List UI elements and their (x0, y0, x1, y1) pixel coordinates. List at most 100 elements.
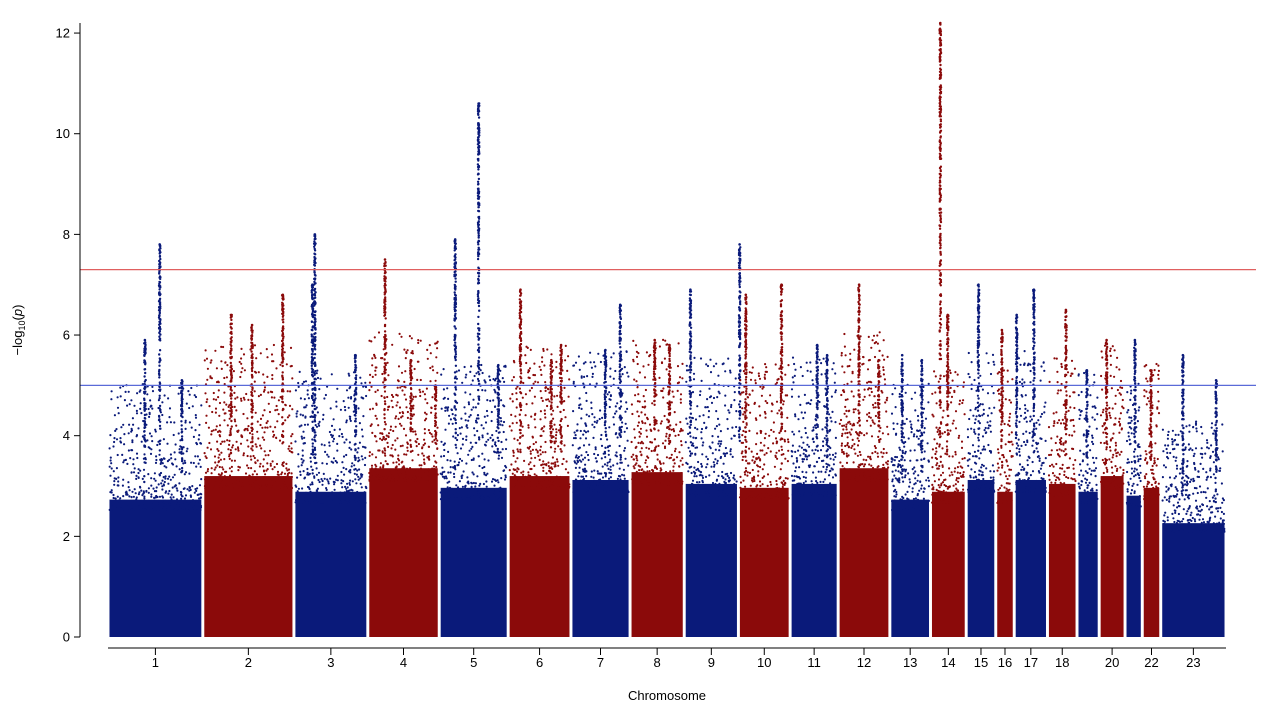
y-axis-title-variable: p (10, 309, 25, 317)
x-tick-label-18: 18 (1055, 655, 1069, 670)
chromosome-13-points (890, 353, 930, 637)
y-axis-title-close: ) (10, 305, 25, 309)
x-tick-label-13: 13 (903, 655, 917, 670)
chromosome-12-points (838, 283, 890, 637)
chromosome-19-points (1077, 369, 1099, 637)
chromosome-8-points (630, 338, 684, 637)
chromosome-14-points (931, 21, 966, 637)
x-tick-label-15: 15 (974, 655, 988, 670)
y-axis: 0 2 4 6 8 10 12 (56, 23, 81, 645)
x-tick-label-14: 14 (941, 655, 955, 670)
chromosome-1-scatter (108, 243, 203, 512)
data-points (108, 21, 1226, 637)
chromosome-2-scatter (203, 293, 294, 490)
chromosome-2-band (204, 476, 293, 637)
x-tick-label-5: 5 (470, 655, 477, 670)
chromosome-15-points (966, 283, 996, 637)
chromosome-4-band (369, 468, 438, 637)
chromosome-11-scatter (790, 343, 837, 497)
chromosome-8-scatter (630, 338, 684, 486)
x-tick-label-12: 12 (857, 655, 871, 670)
chromosome-18-scatter (1047, 308, 1077, 497)
chromosome-6-points (508, 288, 571, 637)
y-axis-title-open: ( (10, 315, 25, 320)
chromosome-2-points (203, 293, 294, 637)
chromosome-16-band (997, 491, 1013, 637)
chromosome-1-band (109, 499, 202, 637)
threshold-lines (80, 269, 1256, 386)
chromosome-11-points (790, 343, 837, 637)
y-tick-label-8: 8 (63, 227, 70, 242)
chromosome-6-scatter (508, 288, 571, 490)
chromosome-8-band (631, 472, 683, 637)
x-tick-label-4: 4 (400, 655, 407, 670)
x-tick-label-6: 6 (536, 655, 543, 670)
chromosome-1-points (108, 243, 203, 637)
chromosome-6-band (509, 476, 570, 637)
x-tick-label-20: 20 (1105, 655, 1119, 670)
chromosome-14-band (931, 491, 965, 637)
chromosome-23-scatter (1161, 353, 1226, 534)
chromosome-18-points (1047, 308, 1077, 637)
chromosome-12-band (839, 468, 889, 637)
x-tick-label-16: 16 (998, 655, 1012, 670)
chromosome-7-scatter (571, 303, 630, 494)
x-tick-label-1: 1 (152, 655, 159, 670)
chromosome-22-band (1143, 487, 1160, 637)
y-tick-label-10: 10 (56, 126, 70, 141)
y-axis-title-subscript: 10 (17, 320, 27, 330)
chromosome-15-band (967, 479, 995, 637)
chromosome-20-points (1099, 338, 1125, 637)
y-tick-label-12: 12 (56, 26, 70, 41)
chromosome-4-scatter (368, 258, 439, 483)
y-tick-label-0: 0 (63, 630, 70, 645)
x-tick-label-10: 10 (757, 655, 771, 670)
x-tick-label-7: 7 (597, 655, 604, 670)
chromosome-9-band (685, 483, 737, 637)
chromosome-12-scatter (838, 283, 890, 483)
y-tick-label-6: 6 (63, 328, 70, 343)
chromosome-11-band (791, 483, 837, 637)
chromosome-23-points (1161, 353, 1226, 637)
chromosome-13-scatter (890, 353, 930, 512)
chromosome-15-scatter (966, 283, 996, 494)
y-axis-title-prefix: −log (10, 330, 25, 355)
y-tick-label-4: 4 (63, 428, 70, 443)
chromosome-14-scatter (931, 21, 966, 505)
x-tick-label-3: 3 (327, 655, 334, 670)
chromosome-18-band (1048, 483, 1076, 637)
x-tick-label-17: 17 (1024, 655, 1038, 670)
chromosome-4-points (368, 258, 439, 637)
chromosome-3-scatter (294, 233, 368, 505)
chromosome-21-scatter (1125, 338, 1142, 508)
chromosome-23-band (1162, 523, 1225, 637)
x-tick-label-23: 23 (1186, 655, 1200, 670)
chromosome-17-scatter (1014, 288, 1047, 494)
chromosome-17-points (1014, 288, 1047, 637)
y-tick-label-2: 2 (63, 529, 70, 544)
x-axis: 1 2 3 4 5 6 7 8 9 10 11 12 13 14 15 16 17 18 20 22 23 (108, 647, 1226, 670)
chromosome-3-band (295, 491, 367, 637)
chromosome-10-band (739, 487, 789, 637)
chromosome-22-scatter (1142, 362, 1161, 501)
chromosome-20-band (1100, 476, 1124, 637)
chromosome-7-band (572, 479, 629, 637)
chromosome-5-scatter (439, 102, 508, 501)
chromosome-7-points (571, 303, 630, 637)
x-tick-label-9: 9 (708, 655, 715, 670)
chromosome-21-band (1126, 495, 1141, 637)
chromosome-21-points (1125, 338, 1142, 637)
chromosome-10-points (738, 283, 790, 637)
chromosome-9-points (684, 243, 742, 637)
x-tick-label-11: 11 (807, 655, 821, 670)
chromosome-20-scatter (1099, 338, 1125, 490)
chromosome-16-points (996, 328, 1014, 637)
chromosome-5-band (440, 487, 507, 637)
chromosome-9-scatter (684, 243, 742, 497)
chromosome-16-scatter (996, 328, 1014, 505)
chromosome-3-points (294, 233, 368, 637)
x-tick-label-8: 8 (654, 655, 661, 670)
chromosome-19-scatter (1077, 369, 1099, 505)
chromosome-17-band (1015, 479, 1046, 637)
